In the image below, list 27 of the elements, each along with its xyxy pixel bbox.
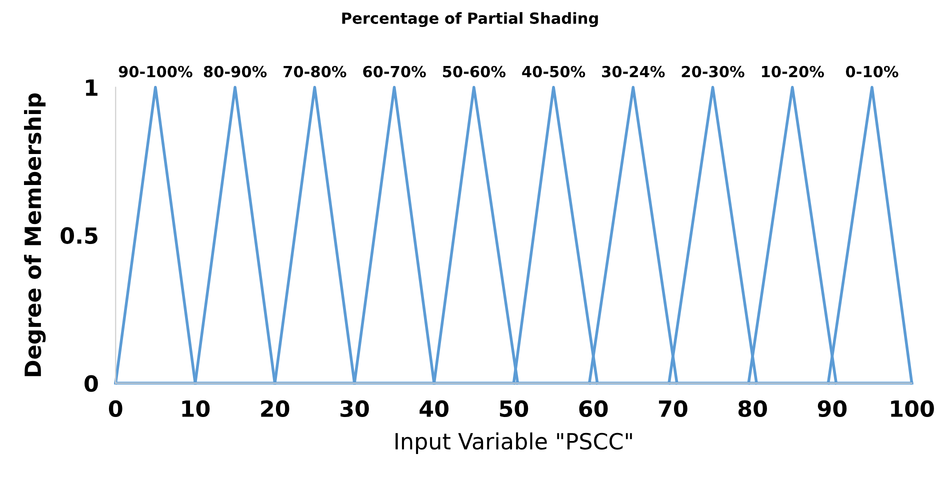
series-label: 60-70% <box>363 66 426 78</box>
series-label: 50-60% <box>442 66 506 78</box>
x-tick-label: 80 <box>738 400 767 418</box>
x-tick-label: 30 <box>340 400 369 418</box>
x-tick-label: 10 <box>182 400 210 418</box>
series-label: 40-50% <box>522 66 586 78</box>
chart-title: Percentage of Partial Shading <box>342 12 598 28</box>
series-label: 30-24% <box>602 66 665 78</box>
x-tick-label: 70 <box>658 400 688 418</box>
y-tick-label: 1 <box>86 80 98 96</box>
x-tick-label: 100 <box>891 400 934 418</box>
series-label: 70-80% <box>284 66 346 78</box>
x-tick-label: 50 <box>500 400 528 418</box>
x-axis-title: Input Variable "PSCC" <box>396 432 632 454</box>
x-tick-label: 20 <box>261 400 290 418</box>
x-tick-label: 60 <box>579 400 608 418</box>
series-label: 0-10% <box>846 66 898 78</box>
y-axis-title: Degree of Membership <box>24 93 46 376</box>
series-label: 90-100% <box>118 66 192 78</box>
x-tick-label: 90 <box>818 400 847 418</box>
x-tick-label: 0 <box>108 400 122 418</box>
series-label: 80-90% <box>204 66 267 78</box>
x-tick-label: 40 <box>420 400 448 418</box>
series-label: 20-30% <box>682 66 744 78</box>
series-label: 10-20% <box>762 66 824 78</box>
y-tick-label: 0 <box>84 375 98 392</box>
y-tick-label: 0.5 <box>60 227 98 244</box>
